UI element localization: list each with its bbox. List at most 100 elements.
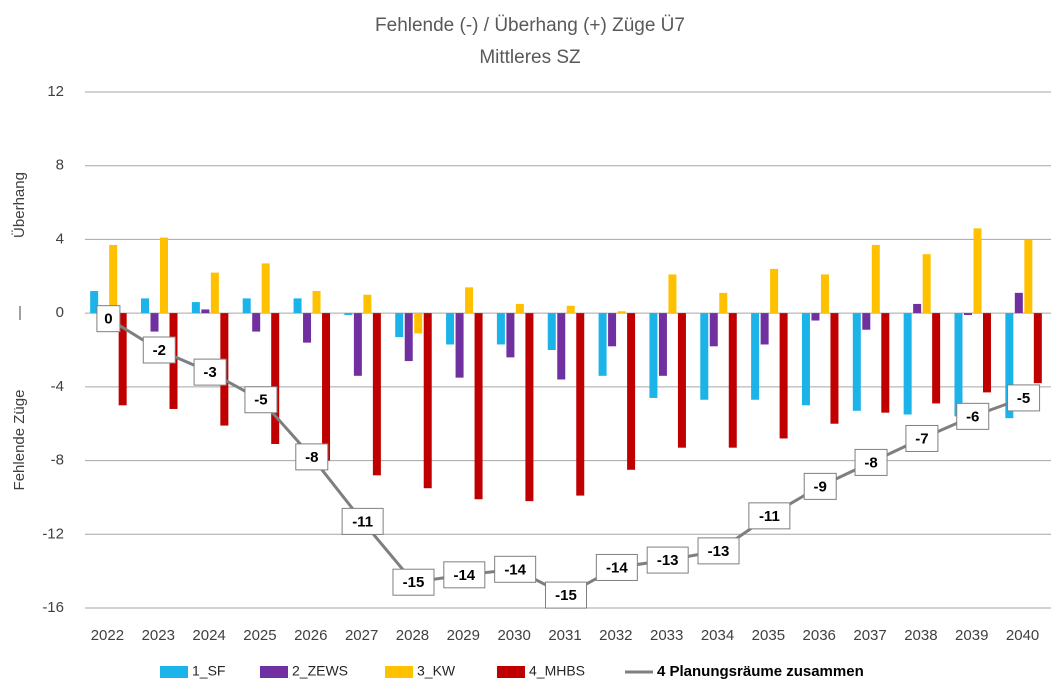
value-label: -15 — [403, 574, 425, 591]
bar — [627, 313, 636, 470]
bar — [109, 244, 118, 314]
bar — [303, 313, 312, 343]
value-label-box — [697, 537, 740, 565]
x-tick-label: 2032 — [599, 627, 632, 644]
bar — [363, 294, 372, 314]
x-tick-label: 2036 — [803, 627, 836, 644]
bar — [779, 313, 788, 439]
bar — [423, 313, 432, 489]
y-tick-label: -12 — [42, 525, 64, 542]
legend-swatch — [497, 666, 525, 678]
bar — [242, 298, 251, 314]
bar — [811, 313, 820, 321]
value-label: -13 — [708, 543, 730, 560]
bar — [118, 313, 127, 406]
x-tick-label: 2040 — [1006, 627, 1039, 644]
bar — [1005, 313, 1014, 419]
x-tick-label: 2022 — [91, 627, 124, 644]
bar — [1014, 292, 1023, 314]
y-tick-label: 4 — [56, 230, 64, 247]
bar — [525, 313, 534, 502]
value-label-box — [646, 546, 689, 574]
bar — [871, 244, 880, 314]
bar — [353, 313, 362, 376]
bar — [414, 313, 423, 334]
value-label: -5 — [254, 392, 267, 409]
bar — [141, 298, 150, 314]
value-label-box — [295, 443, 329, 471]
bar — [751, 313, 760, 400]
y-tick-label: 0 — [56, 304, 64, 321]
bar — [210, 272, 219, 314]
value-label: -3 — [203, 364, 216, 381]
bar — [770, 268, 779, 314]
x-tick-label: 2025 — [243, 627, 276, 644]
bar — [922, 254, 931, 314]
y-axis-title: Überhang — [10, 172, 28, 238]
legend-label: 2_ZEWS — [292, 663, 348, 679]
bar — [963, 313, 972, 315]
bar — [862, 313, 871, 330]
value-label-box — [905, 424, 939, 452]
bar — [150, 313, 159, 332]
bar — [954, 313, 963, 417]
y-tick-label: 12 — [47, 83, 64, 100]
bar — [506, 313, 515, 358]
legend-label: 3_KW — [417, 663, 456, 679]
bar — [608, 313, 617, 347]
bar — [344, 313, 353, 315]
value-label: -7 — [915, 430, 928, 447]
x-tick-label: 2034 — [701, 627, 734, 644]
x-tick-label: 2026 — [294, 627, 327, 644]
bar — [830, 313, 839, 424]
bar — [658, 313, 667, 376]
bar — [668, 274, 677, 314]
bar — [728, 313, 737, 448]
bar — [474, 313, 483, 500]
x-tick-label: 2039 — [955, 627, 988, 644]
value-label-box — [494, 555, 537, 583]
legend-swatch — [385, 666, 413, 678]
value-label: -14 — [504, 561, 526, 578]
legend-swatch — [160, 666, 188, 678]
bar — [820, 274, 829, 314]
bar — [709, 313, 718, 347]
bar — [932, 313, 941, 404]
bar — [547, 313, 556, 350]
bar — [160, 237, 169, 314]
y-tick-label: 8 — [56, 157, 64, 174]
bar — [465, 287, 474, 314]
bar — [496, 313, 505, 345]
bar — [293, 298, 302, 314]
bar — [90, 291, 99, 314]
value-label-box — [545, 581, 587, 609]
bar — [617, 311, 626, 314]
value-label: -14 — [453, 567, 475, 584]
bar — [700, 313, 709, 400]
value-label: -2 — [153, 342, 166, 359]
bar — [515, 303, 524, 314]
value-label-box — [595, 553, 638, 581]
bar — [271, 313, 280, 444]
x-tick-label: 2031 — [548, 627, 581, 644]
value-label-box — [854, 448, 888, 476]
value-label: -11 — [352, 513, 373, 530]
chart-subtitle: Mittleres SZ — [479, 47, 581, 68]
bar — [322, 313, 331, 461]
x-tick-label: 2023 — [142, 627, 175, 644]
legend-swatch — [260, 666, 288, 678]
bar — [566, 305, 575, 314]
value-label: -5 — [1017, 390, 1030, 407]
value-label: -8 — [305, 449, 318, 466]
bar — [760, 313, 769, 345]
bar — [446, 313, 455, 345]
value-label-box — [956, 402, 990, 430]
x-tick-label: 2035 — [752, 627, 785, 644]
bar — [598, 313, 607, 376]
legend-label: 1_SF — [192, 663, 225, 679]
x-tick-label: 2027 — [345, 627, 378, 644]
value-label-box — [1007, 384, 1041, 412]
chart-title: Fehlende (-) / Überhang (+) Züge Ü7 — [375, 15, 685, 36]
bar — [1033, 313, 1042, 384]
y-tick-label: -16 — [42, 599, 64, 616]
